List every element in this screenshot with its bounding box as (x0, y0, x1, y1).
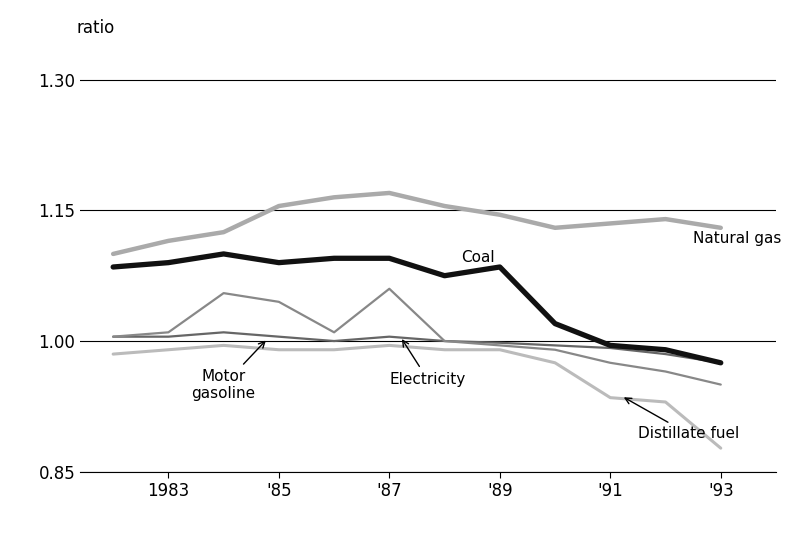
Text: Electricity: Electricity (390, 340, 466, 386)
Text: Natural gas: Natural gas (693, 231, 782, 245)
Text: Coal: Coal (461, 250, 494, 265)
Text: ratio: ratio (77, 19, 114, 37)
Text: Motor
gasoline: Motor gasoline (191, 341, 265, 401)
Text: Distillate fuel: Distillate fuel (625, 398, 739, 441)
